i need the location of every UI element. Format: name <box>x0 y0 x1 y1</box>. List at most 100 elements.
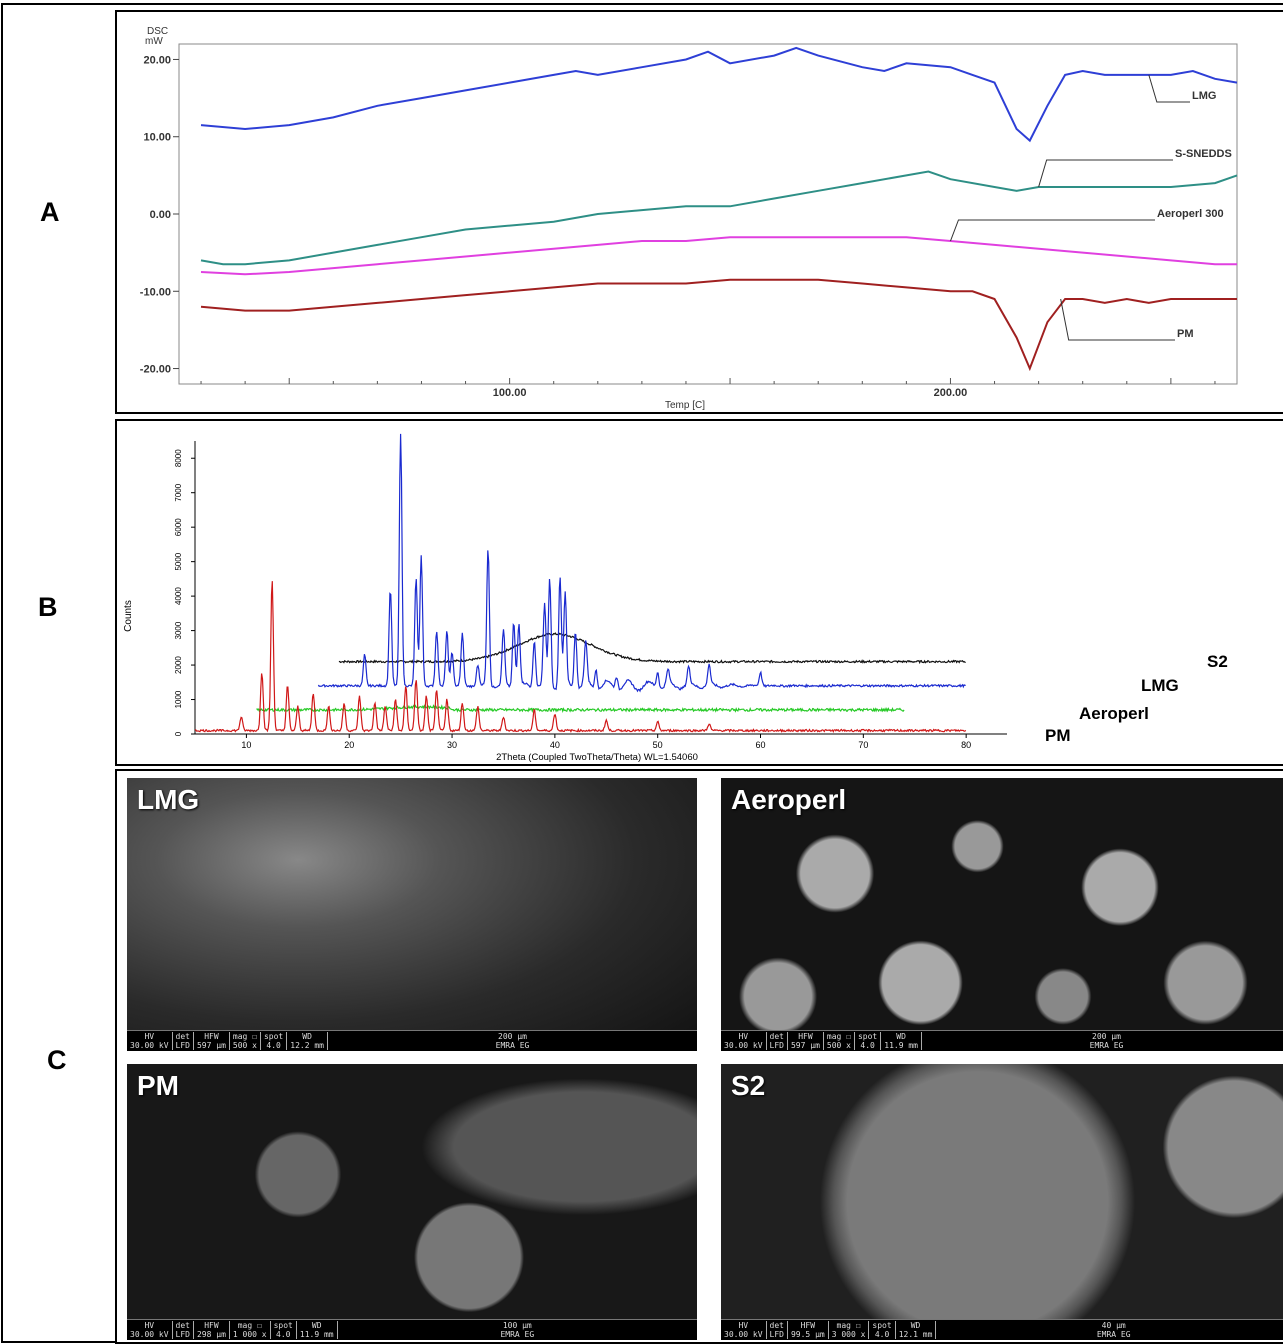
xrd-series-label: Aeroperl <box>1079 704 1149 723</box>
sem-info-spot: spot 4.0 <box>271 1321 297 1339</box>
dsc-ytick-label: 10.00 <box>143 132 171 144</box>
sem-info-wd: WD 11.9 mm <box>881 1032 922 1050</box>
sem-scale-value: 100 µm <box>502 1321 532 1330</box>
dsc-xtick-label: 100.00 <box>493 387 527 399</box>
dsc-series-label: Aeroperl 300 <box>1157 208 1224 220</box>
sem-image-label: PM <box>137 1070 179 1101</box>
dsc-ytick-label: -20.00 <box>140 364 171 376</box>
xrd-xtick-label: 80 <box>961 740 971 750</box>
dsc-plot-area: 20.00 10.00 0.00 -10.00 -20.00 100.00 200.00 LM… <box>140 43 1238 399</box>
xrd-ytick-label: 5000 <box>174 552 183 570</box>
sem-info-wd: WD 12.1 mm <box>896 1321 937 1339</box>
xrd-ytick-label: 1000 <box>174 690 183 708</box>
sem-info-spot: spot 4.0 <box>261 1032 288 1050</box>
sem-info-mag: mag ☐ 1 000 x <box>230 1321 271 1339</box>
dsc-series-label: LMG <box>1192 90 1216 102</box>
dsc-series-label: S-SNEDDS <box>1175 148 1232 160</box>
xrd-xtick-label: 30 <box>447 740 457 750</box>
xrd-ytick-label: 2000 <box>174 656 183 674</box>
sem-scale-bar: 40 µm EMRA EG <box>936 1321 1283 1339</box>
dsc-chart: DSC mW Temp [C] 20.00 10.00 0.00 -10.00 -20.… <box>140 26 1238 411</box>
dsc-xlabel: Temp [C] <box>665 400 705 411</box>
xrd-xtick-label: 60 <box>756 740 766 750</box>
dsc-series-line <box>200 278 1237 372</box>
xrd-ytick-label: 8000 <box>174 449 183 467</box>
sem-info-hfw: HFW 298 µm <box>194 1321 230 1339</box>
sem-image: Aeroperl HV 30.00 kV det LFD HFW 597 µm mag … <box>721 778 1283 1051</box>
sem-image: PM HV 30.00 kV det LFD HFW 298 µm mag ☐ 1 00… <box>127 1064 697 1340</box>
sem-lab-name: EMRA EG <box>1096 1330 1131 1339</box>
xrd-series-label: LMG <box>1141 676 1179 695</box>
xrd-xlabel: 2Theta (Coupled TwoTheta/Theta) WL=1.540… <box>496 752 698 763</box>
dsc-ylabel-unit: mW <box>145 36 163 47</box>
sem-info-det: det LFD <box>767 1321 788 1339</box>
xrd-xtick-label: 10 <box>241 740 251 750</box>
sem-info-spot: spot 4.0 <box>869 1321 896 1339</box>
sem-scale-value: 200 µm <box>498 1032 527 1041</box>
panel-label-c: C <box>47 1045 67 1075</box>
panel-label-a: A <box>40 197 60 227</box>
dsc-series-leader <box>1060 298 1175 341</box>
dsc-axes-frame <box>178 43 1238 385</box>
sem-lab-name: EMRA EG <box>495 1041 530 1050</box>
xrd-series-line <box>338 632 966 665</box>
sem-info-spot: spot 4.0 <box>855 1032 882 1050</box>
sem-info-det: det LFD <box>173 1321 194 1339</box>
xrd-ytick-label: 0 <box>174 731 183 736</box>
xrd-series-line <box>194 581 967 733</box>
dsc-series-label: PM <box>1177 328 1194 340</box>
dsc-series-leader <box>1038 159 1173 188</box>
xrd-ytick-label: 4000 <box>174 587 183 605</box>
dsc-ytick-label: -10.00 <box>140 286 171 298</box>
sem-info-hv: HV 30.00 kV <box>721 1032 767 1050</box>
sem-scale-value: 40 µm <box>1101 1321 1126 1330</box>
dsc-series-line <box>200 46 1238 143</box>
dsc-ylabel-top: DSC <box>147 26 168 37</box>
sem-scale-bar: 100 µm EMRA EG <box>338 1321 697 1339</box>
sem-image: LMG HV 30.00 kV det LFD HFW 597 µm mag ☐ 500… <box>127 778 697 1051</box>
dsc-series-leader <box>1148 74 1190 103</box>
sem-image-label: S2 <box>731 1070 766 1101</box>
sem-image-label: LMG <box>137 784 200 815</box>
sem-info-wd: WD 12.2 mm <box>287 1032 328 1050</box>
sem-info-bar: HV 30.00 kV det LFD HFW 298 µm mag ☐ 1 000 … <box>127 1319 697 1340</box>
sem-lab-name: EMRA EG <box>500 1330 535 1339</box>
sem-info-mag: mag ☐ 500 x <box>230 1032 261 1050</box>
xrd-xtick-label: 40 <box>550 740 560 750</box>
dsc-xtick-label: 200.00 <box>934 387 968 399</box>
xrd-chart: Counts 2Theta (Coupled TwoTheta/Theta) W… <box>123 433 1228 763</box>
sem-image-label: Aeroperl <box>731 784 847 815</box>
xrd-series-label: PM <box>1045 726 1071 745</box>
xrd-plot-area: 0 1000 2000 3000 4000 5000 6000 7000 8000 10 20 30 4… <box>174 433 1228 750</box>
sem-info-mag: mag ☐ 500 x <box>824 1032 855 1050</box>
sem-scale-bar: 200 µm EMRA EG <box>922 1032 1283 1050</box>
sem-info-hv: HV 30.00 kV <box>127 1032 173 1050</box>
dsc-series-leader <box>949 219 1155 242</box>
xrd-series-line <box>256 704 905 714</box>
xrd-xtick-label: 20 <box>344 740 354 750</box>
dsc-series-line <box>200 236 1237 276</box>
dsc-series-line <box>200 170 1238 266</box>
xrd-ytick-label: 3000 <box>174 621 183 639</box>
dsc-ytick-label: 0.00 <box>150 209 171 221</box>
sem-info-hfw: HFW 99.5 µm <box>788 1321 829 1339</box>
sem-info-hv: HV 30.00 kV <box>127 1321 173 1339</box>
sem-image: S2 HV 30.00 kV det LFD HFW 99.5 µm mag ☐ 3 0… <box>721 1064 1283 1340</box>
sem-info-hfw: HFW 597 µm <box>788 1032 824 1050</box>
xrd-xtick-label: 70 <box>858 740 868 750</box>
xrd-ytick-label: 7000 <box>174 483 183 501</box>
xrd-ylabel: Counts <box>123 600 134 632</box>
sem-info-det: det LFD <box>173 1032 194 1050</box>
sem-info-hfw: HFW 597 µm <box>194 1032 230 1050</box>
xrd-series-line <box>317 433 966 693</box>
sem-info-wd: WD 11.9 mm <box>297 1321 338 1339</box>
xrd-xtick-label: 50 <box>653 740 663 750</box>
dsc-ytick-label: 20.00 <box>143 54 171 66</box>
xrd-panel: Counts 2Theta (Coupled TwoTheta/Theta) W… <box>115 419 1283 766</box>
xrd-series-label: S2 <box>1207 652 1228 671</box>
panel-label-b: B <box>38 592 58 622</box>
sem-lab-name: EMRA EG <box>1089 1041 1124 1050</box>
sem-info-bar: HV 30.00 kV det LFD HFW 99.5 µm mag ☐ 3 000… <box>721 1319 1283 1340</box>
